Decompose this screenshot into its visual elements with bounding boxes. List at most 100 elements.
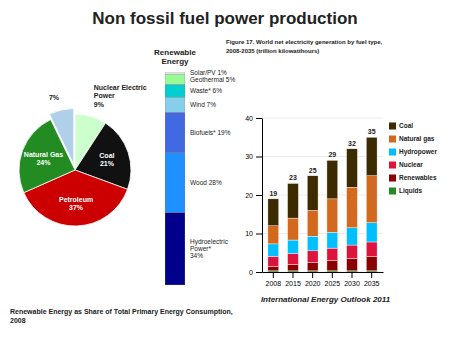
chart-title: Non fossil fuel power production (92, 9, 357, 28)
renewable-title-line: Energy (161, 57, 189, 66)
y-tick: 20 (245, 192, 262, 199)
legend-swatch (389, 188, 396, 195)
renewable-bars (165, 72, 185, 285)
pie-value-label-line: 24% (36, 159, 51, 166)
pie-label: Nuclear ElectricPower (94, 84, 147, 100)
grid-line (262, 195, 383, 196)
legend: Coal Natural gas Hydropower Nuclear Renewabl… (389, 122, 437, 195)
y-tick: 30 (245, 153, 262, 160)
y-tick-label: 40 (245, 115, 253, 122)
y-tick-mark (256, 234, 262, 235)
x-tick: 2030 (344, 272, 360, 287)
x-tick-mark (352, 272, 353, 278)
bar-segment (366, 257, 377, 271)
pie-value-label-line: 21% (100, 160, 115, 167)
legend-swatch (389, 136, 396, 143)
renewable-title: RenewableEnergy (154, 48, 196, 66)
total-label: 19 (269, 190, 277, 197)
bar-chart-title: Figure 17. World net electricity generat… (226, 39, 383, 54)
bars (268, 137, 377, 272)
pie-label-line: Petroleum (59, 196, 93, 203)
grid-line (262, 156, 383, 157)
total-label: 35 (368, 128, 376, 135)
legend-item: Hydropower (389, 148, 437, 156)
bar-segment (268, 199, 279, 226)
bar-segment (347, 228, 358, 245)
bar-segment (327, 260, 338, 270)
segment-label: HydroelectricPower*34% (190, 238, 229, 259)
y-tick-mark (256, 195, 262, 196)
total-label: 32 (348, 140, 356, 147)
bar-segment (327, 160, 338, 199)
bar-segment (307, 210, 318, 236)
pie-label-line: Power (94, 92, 115, 99)
bar-segment (165, 153, 185, 213)
segment-label-line: Wind 7% (190, 101, 216, 108)
grid (262, 118, 383, 272)
bar-segment (327, 232, 338, 248)
y-tick-label: 20 (245, 192, 253, 199)
legend-swatch (389, 149, 396, 156)
pie-labels: Nuclear ElectricPower9%Coal21%Petroleum3… (24, 84, 147, 212)
bar-segment (307, 262, 318, 270)
chart-subtitle-line: 2008 (10, 317, 26, 324)
x-axis: 20082015 2020 20252030 2035 (263, 272, 384, 287)
y-tick-mark (256, 118, 262, 119)
segment-label-line: 34% (190, 252, 203, 259)
x-tick: 2008 (266, 272, 282, 287)
x-tick-label: 2035 (364, 280, 380, 287)
x-tick-label: 2025 (325, 280, 341, 287)
legend-item: Coal (389, 122, 413, 130)
total-label: 23 (289, 174, 297, 181)
segment-label-line: Wood 28% (190, 179, 222, 186)
pie-label-line: Natural Gas (24, 151, 63, 158)
bar-segment (307, 236, 318, 251)
bar-segment (347, 245, 358, 258)
pie-label: Coal (99, 152, 114, 159)
legend-item: Nuclear (389, 161, 423, 169)
segment-label-line: Power* (190, 245, 211, 252)
pie-slices (19, 109, 131, 226)
y-tick-mark (256, 272, 262, 273)
y-tick: 40 (245, 115, 262, 122)
bar-segment (268, 244, 279, 256)
y-tick-label: 10 (245, 230, 253, 237)
pie: Nuclear ElectricPower9%Coal21%Petroleum3… (19, 84, 147, 226)
legend-item: Natural gas (389, 135, 435, 143)
chart-title-line: Non fossil fuel power production (92, 9, 357, 28)
x-tick-label: 2030 (344, 280, 360, 287)
renewable-title-line: Renewable (154, 48, 196, 57)
x-axis-line (263, 272, 384, 273)
x-tick-mark (273, 272, 274, 278)
pie-value-label-line: 7% (49, 94, 60, 101)
y-tick: 0 (249, 269, 262, 276)
x-tick: 2020 (305, 272, 321, 287)
grid-line (262, 118, 383, 119)
bar-segment (347, 149, 358, 188)
pie-label-line: Coal (99, 152, 114, 159)
legend-item: Renewables (389, 174, 437, 182)
bar-segment (165, 85, 185, 98)
x-tick: 2015 (285, 272, 301, 287)
legend-label: Coal (399, 122, 413, 129)
x-tick-mark (292, 272, 293, 278)
segment-label: Solar/PV 1% (190, 69, 227, 76)
chart-root: Non fossil fuel power production Renewabl… (0, 0, 450, 338)
bar-segment (307, 251, 318, 263)
segment-label: Wind 7% (190, 101, 216, 108)
renewable-labels: Solar/PV 1%Geothermal 5%Waste* 6%Wind 7%… (190, 69, 235, 259)
bar-segment (307, 176, 318, 211)
legend-swatch (389, 123, 396, 130)
y-tick-label: 0 (249, 269, 253, 276)
bar-segment (366, 137, 377, 176)
segment-label: Wood 28% (190, 179, 222, 186)
bar-segment (366, 223, 377, 242)
pie-label: Natural Gas (24, 151, 63, 158)
bar-segment (288, 264, 299, 271)
chart-subtitle-line: Renewable Energy as Share of Total Prima… (10, 308, 233, 316)
grid-line (262, 272, 383, 273)
x-tick-label: 2008 (266, 280, 282, 287)
bar-segment (165, 72, 185, 74)
bar-segment (347, 187, 358, 227)
bar-segment (288, 254, 299, 265)
